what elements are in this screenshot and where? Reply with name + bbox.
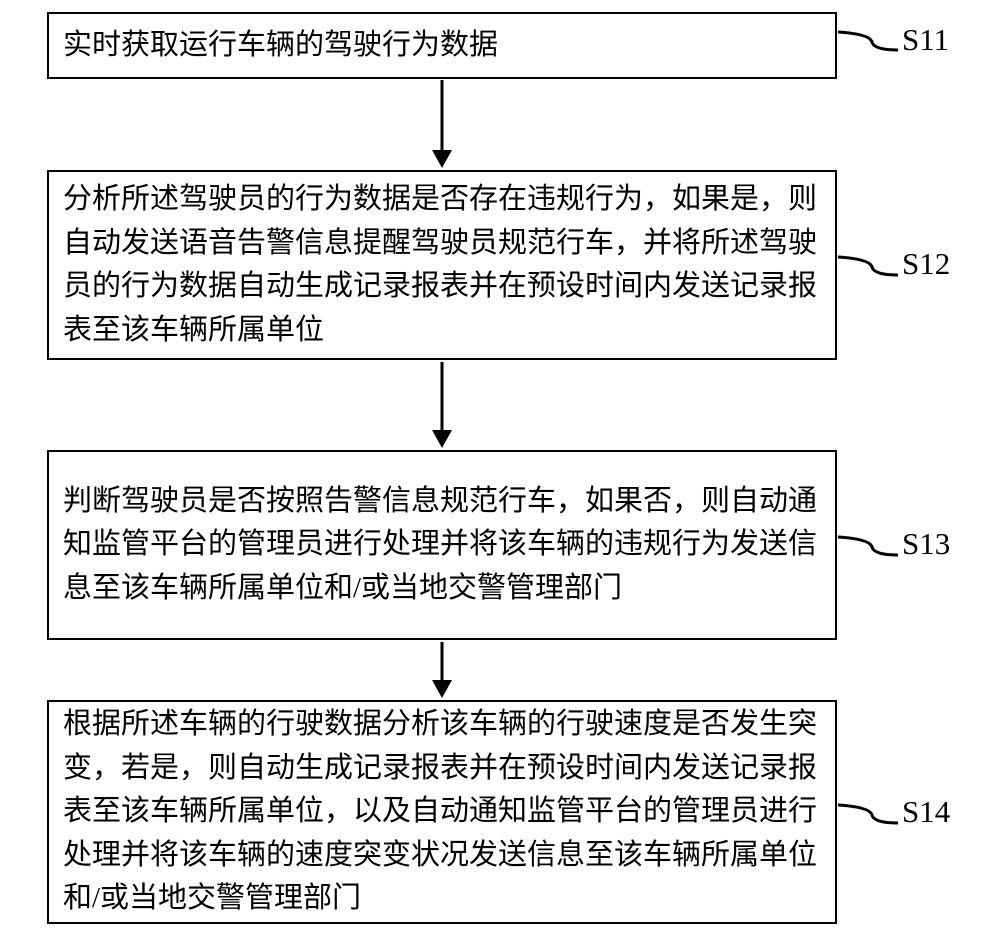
node-text: 根据所述车辆的行驶数据分析该车辆的行驶速度是否发生突变，若是，则自动生成记录报表… (63, 703, 821, 921)
step-label-s13: S13 (902, 526, 950, 562)
step-label-s11: S11 (902, 22, 949, 58)
flowchart-canvas: 实时获取运行车辆的驾驶行为数据 S11 分析所述驾驶员的行为数据是否存在违规行为… (0, 0, 1000, 939)
flowchart-node-s14: 根据所述车辆的行驶数据分析该车辆的行驶速度是否发生突变，若是，则自动生成记录报表… (47, 700, 837, 924)
flowchart-node-s11: 实时获取运行车辆的驾驶行为数据 (47, 12, 837, 79)
node-text: 分析所述驾驶员的行为数据是否存在违规行为，如果是，则自动发送语音告警信息提醒驾驶… (63, 178, 821, 352)
step-label-s14: S14 (902, 794, 950, 830)
flowchart-node-s12: 分析所述驾驶员的行为数据是否存在违规行为，如果是，则自动发送语音告警信息提醒驾驶… (47, 170, 837, 360)
flowchart-node-s13: 判断驾驶员是否按照告警信息规范行车，如果否，则自动通知监管平台的管理员进行处理并… (47, 450, 837, 640)
step-label-s12: S12 (902, 246, 950, 282)
node-text: 判断驾驶员是否按照告警信息规范行车，如果否，则自动通知监管平台的管理员进行处理并… (63, 480, 821, 611)
node-text: 实时获取运行车辆的驾驶行为数据 (63, 24, 821, 68)
